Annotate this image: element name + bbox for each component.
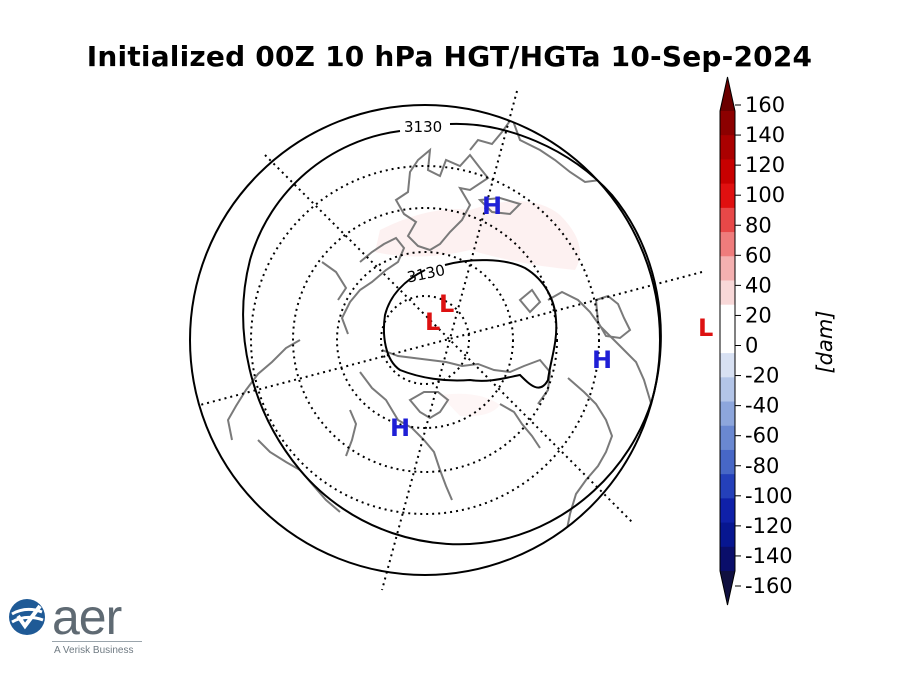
high-center: H [592,346,612,374]
colorbar-outline [719,76,736,606]
contour-label: 3130 [404,118,442,136]
colorbar-bin [720,304,735,330]
colorbar-extend-min [720,571,735,605]
colorbar-tick-label: -120 [745,514,793,538]
colorbar-tick-label: -140 [745,544,793,568]
colorbar-bin [720,280,735,306]
colorbar-tick-label: 160 [745,93,785,117]
low-center: L [439,290,454,318]
colorbar-bin [720,183,735,209]
colorbar-bin [720,401,735,427]
colorbar-bin [720,207,735,233]
colorbar-bin [720,135,735,160]
coastlines [226,115,660,573]
colorbar-tick-label: 80 [745,213,772,237]
colorbar-tick-label: 140 [745,123,785,147]
colorbar-extend-max [720,77,735,111]
high-center: H [482,192,502,220]
colorbar-bin [720,377,735,403]
colorbar-unit-label: [dam] [813,310,837,373]
colorbar-bin [720,425,735,451]
colorbar-tick-label: -160 [745,574,793,598]
colorbar-tick-label: 0 [745,334,758,358]
page-title: Initialized 00Z 10 hPa HGT/HGTa 10-Sep-2… [86,40,813,73]
colorbar-bin [720,522,735,548]
colorbar-bin [720,353,735,378]
colorbar-bin [720,256,735,281]
logo-tagline: A Verisk Business [54,645,134,656]
colorbar: 160 140 120 100 80 60 40 20 0 -20 -40 -60 -80 -100 -12… [719,76,793,606]
colorbar-bin [720,159,735,185]
height-contours [242,122,662,546]
colorbar-bin [720,546,735,572]
colorbar-tick-label: 120 [745,153,785,177]
graticule [199,90,703,591]
colorbar-tick-label: 100 [745,183,785,207]
colorbar-tick-label: -60 [745,424,779,448]
colorbar-bin [720,474,735,499]
colorbar-bin [720,498,735,524]
logo-divider [52,641,142,642]
contour-label: 3130 [406,261,447,287]
colorbar-tick-label: 60 [745,243,772,267]
colorbar-tick-label: -80 [745,454,779,478]
colorbar-tick-label: 40 [745,273,772,297]
colorbar-bin [720,232,735,257]
colorbar-bin [720,328,735,354]
colorbar-bin [720,111,735,136]
colorbar-bin [720,449,735,475]
colorbar-tick-label: -20 [745,364,779,388]
low-center: L [698,314,713,342]
logo-wordmark: aer [52,589,122,645]
aer-logo: aer A Verisk Business [6,589,146,660]
colorbar-tick-label: -40 [745,394,779,418]
map-boundary [189,104,661,576]
colorbar-tick-label: -100 [745,484,793,508]
colorbar-tick-label: 20 [745,303,772,327]
low-center: L [425,308,440,336]
high-center: H [390,414,410,442]
